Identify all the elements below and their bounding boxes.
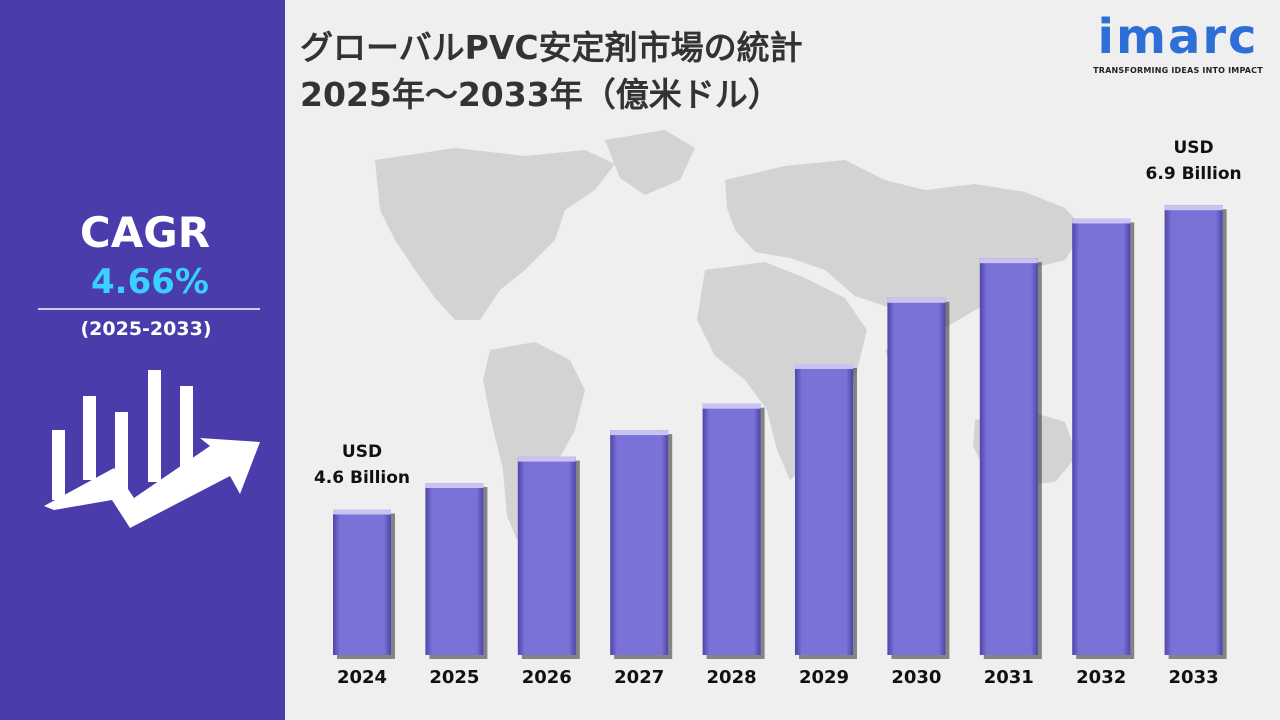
bar-2032 bbox=[1072, 218, 1131, 655]
first-annotation-value: 4.6 Billion bbox=[313, 468, 411, 489]
bar-2030 bbox=[887, 297, 946, 655]
imarc-logo: imarc TRANSFORMING IDEAS INTO IMPACT bbox=[1093, 10, 1263, 75]
bar-2027 bbox=[610, 430, 669, 655]
growth-chart-arrow-icon bbox=[44, 370, 260, 528]
x-tick-label: 2029 bbox=[799, 667, 849, 688]
bar-cap-2026 bbox=[517, 456, 576, 462]
page-title: グローバルPVC安定剤市場の統計 2025年～2033年（億米ドル） bbox=[300, 24, 803, 118]
bar-2031 bbox=[979, 258, 1038, 655]
bar-cap-2027 bbox=[610, 430, 669, 436]
x-tick-label: 2033 bbox=[1169, 667, 1219, 688]
last-bar-annotation: USD 6.9 Billion bbox=[1124, 135, 1264, 187]
last-annotation-currency: USD bbox=[1173, 138, 1214, 159]
bar-cap-2028 bbox=[702, 403, 761, 409]
sidebar: CAGR 4.66% (2025-2033) bbox=[0, 0, 285, 720]
bar-cap-2030 bbox=[887, 297, 946, 303]
first-bar-annotation: USD 4.6 Billion bbox=[292, 439, 432, 491]
title-line-1: グローバルPVC安定剤市場の統計 bbox=[300, 28, 803, 67]
x-tick-label: 2025 bbox=[429, 667, 479, 688]
bar-cap-2032 bbox=[1072, 218, 1131, 224]
bar-2024 bbox=[333, 509, 391, 655]
cagr-value: 4.66% bbox=[91, 262, 209, 302]
bar-2033 bbox=[1164, 205, 1223, 655]
last-annotation-value: 6.9 Billion bbox=[1145, 164, 1242, 185]
divider bbox=[38, 308, 260, 310]
bar-cap-2031 bbox=[979, 258, 1038, 264]
logo-tagline: TRANSFORMING IDEAS INTO IMPACT bbox=[1093, 66, 1263, 75]
x-tick-label: 2026 bbox=[522, 667, 572, 688]
bar-2025 bbox=[425, 483, 484, 655]
bar-2029 bbox=[795, 363, 853, 655]
bar-cap-2033 bbox=[1164, 205, 1223, 211]
x-tick-label: 2028 bbox=[707, 667, 757, 688]
x-tick-label: 2032 bbox=[1076, 667, 1126, 688]
bar-chart: 2024 2025 2026 2027 2028 2029 2030 2031 2032 2033 bbox=[333, 205, 1227, 688]
first-annotation-currency: USD bbox=[341, 442, 383, 463]
bar-2026 bbox=[517, 456, 576, 655]
bar-2028 bbox=[702, 403, 761, 655]
cagr-label: CAGR bbox=[79, 208, 211, 257]
bar-cap-2029 bbox=[795, 363, 853, 369]
logo-wordmark: imarc bbox=[1097, 9, 1259, 65]
x-tick-label: 2024 bbox=[337, 667, 387, 688]
bar-cap-2025 bbox=[425, 483, 484, 489]
x-tick-label: 2030 bbox=[891, 667, 941, 688]
bar-cap-2024 bbox=[333, 509, 391, 515]
title-line-2: 2025年～2033年（億米ドル） bbox=[300, 75, 781, 114]
cagr-period: (2025-2033) bbox=[80, 318, 212, 340]
x-tick-label: 2031 bbox=[984, 667, 1034, 688]
x-tick-label: 2027 bbox=[614, 667, 664, 688]
